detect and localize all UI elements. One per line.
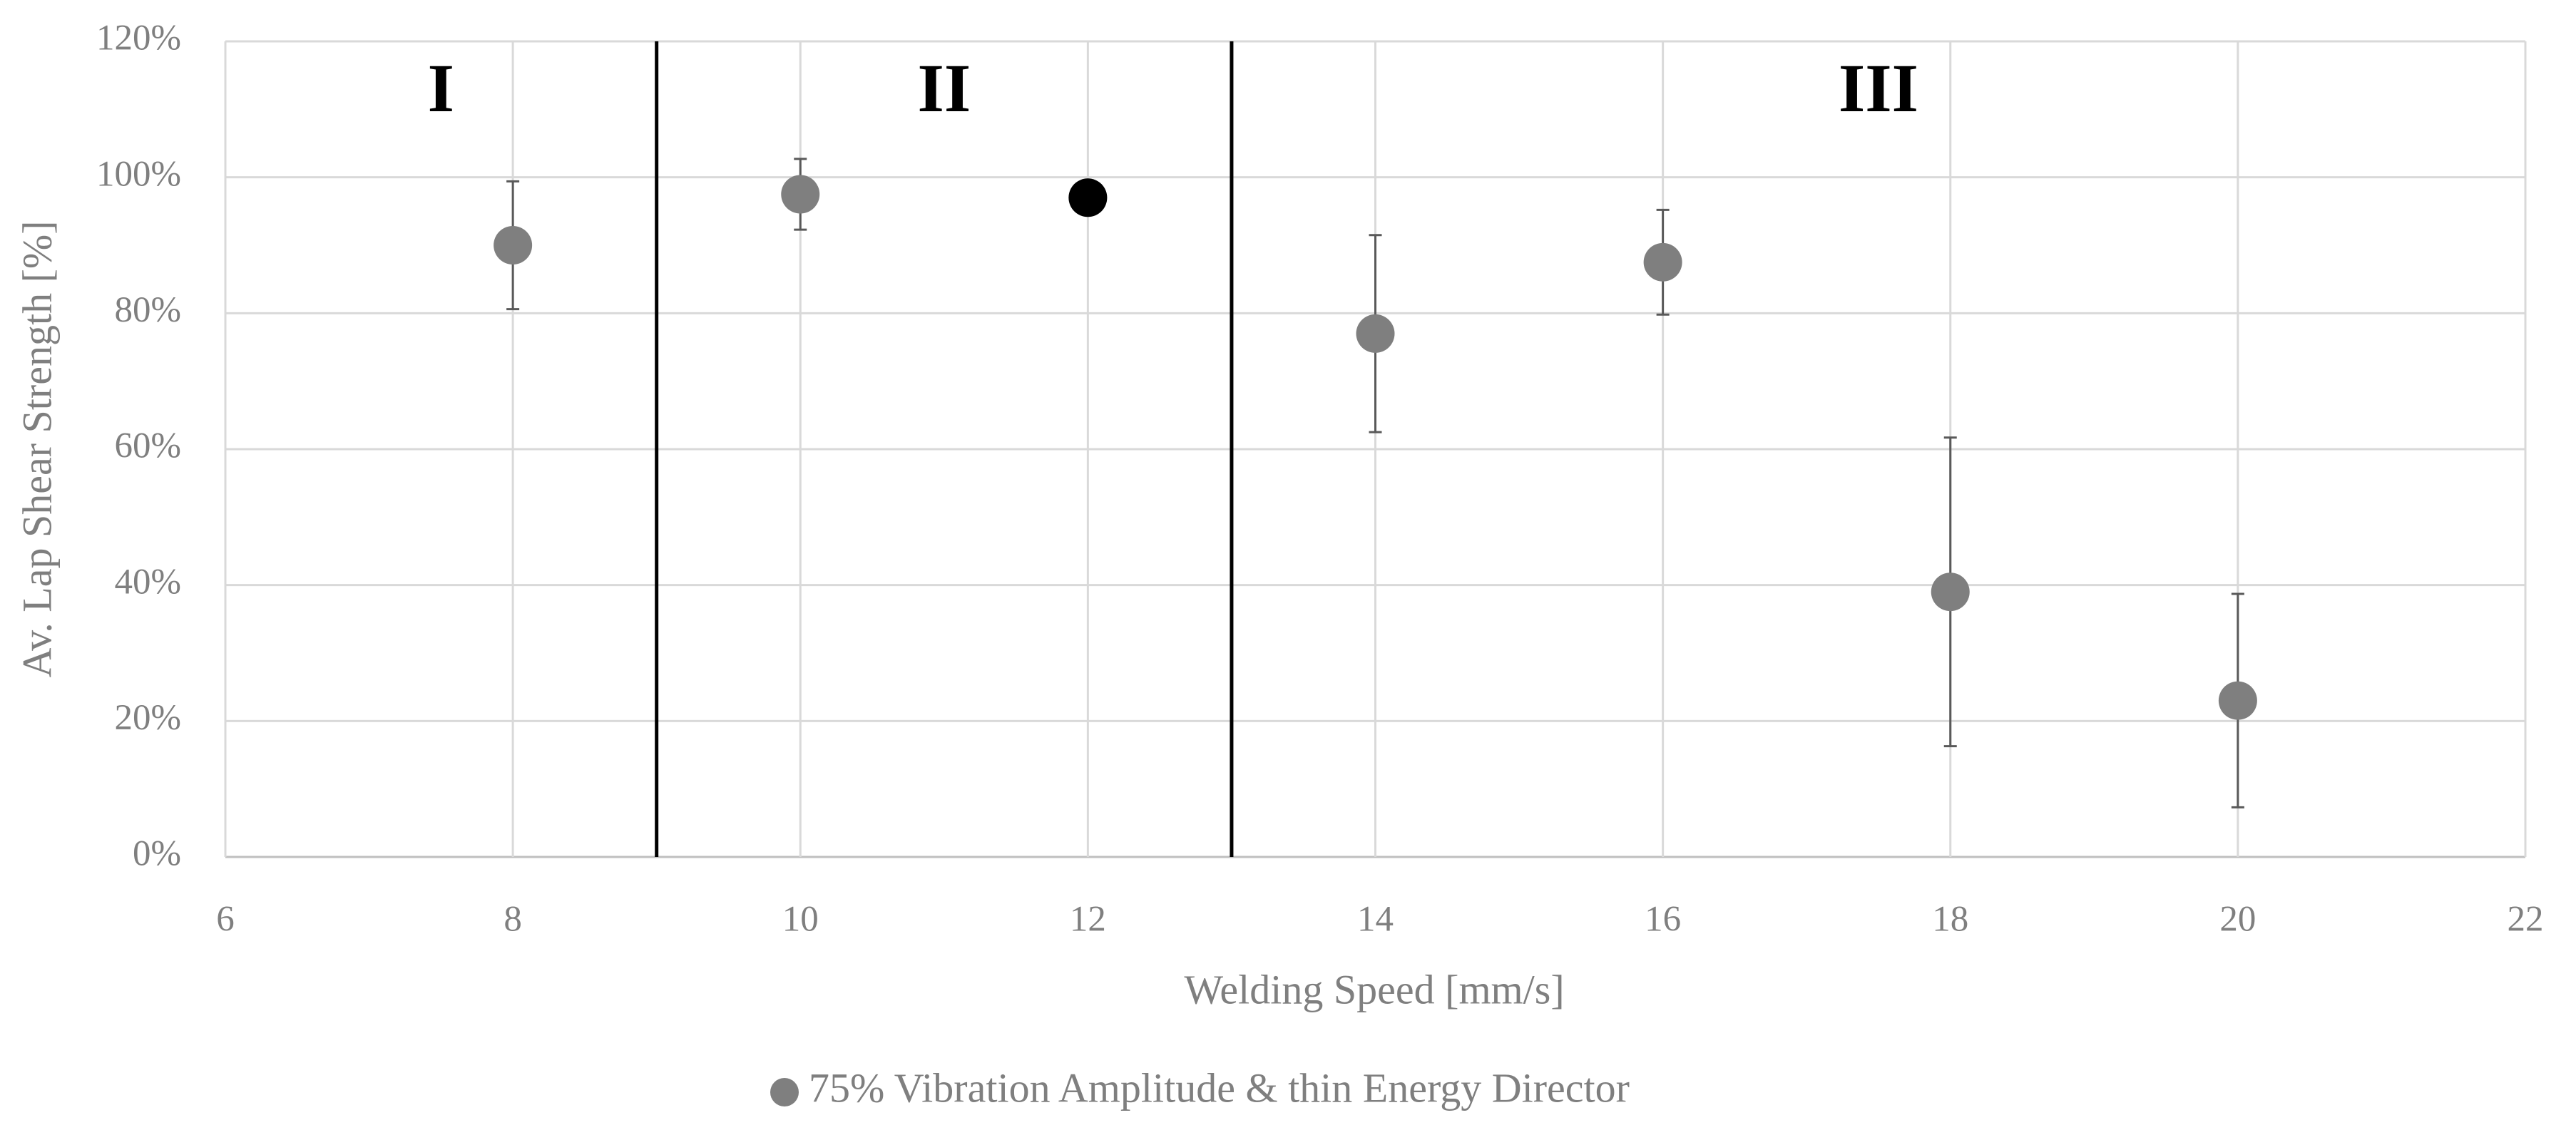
data-point	[781, 175, 820, 214]
x-tick-label: 10	[782, 900, 819, 940]
y-axis-label: Av. Lap Shear Strength [%]	[14, 220, 60, 677]
region-label: I	[428, 50, 454, 126]
data-point	[1643, 242, 1682, 282]
data-point	[1356, 314, 1395, 353]
x-tick-label: 6	[216, 900, 235, 940]
region-label: II	[917, 50, 971, 126]
data-point	[1931, 572, 1970, 612]
y-tick-label: 120%	[96, 19, 181, 58]
data-point	[1068, 178, 1108, 217]
data-point	[2218, 681, 2257, 720]
legend-marker	[770, 1078, 799, 1106]
x-tick-label: 14	[1357, 900, 1394, 940]
x-tick-label: 18	[1932, 900, 1968, 940]
x-tick-label: 20	[2219, 900, 2256, 940]
region-label: III	[1839, 50, 1918, 126]
x-axis-label: Welding Speed [mm/s]	[1184, 966, 1564, 1012]
x-tick-label: 12	[1070, 900, 1106, 940]
y-tick-label: 20%	[115, 698, 181, 738]
y-tick-label: 0%	[133, 834, 181, 874]
y-tick-label: 60%	[115, 426, 181, 466]
x-tick-label: 16	[1645, 900, 1681, 940]
y-tick-label: 40%	[115, 562, 181, 602]
y-tick-label: 100%	[96, 154, 181, 194]
x-tick-label: 8	[504, 900, 522, 940]
legend-label: 75% Vibration Amplitude & thin Energy Di…	[809, 1064, 1630, 1111]
y-tick-label: 80%	[115, 290, 181, 330]
x-tick-label: 22	[2508, 900, 2544, 940]
data-point	[494, 226, 533, 265]
